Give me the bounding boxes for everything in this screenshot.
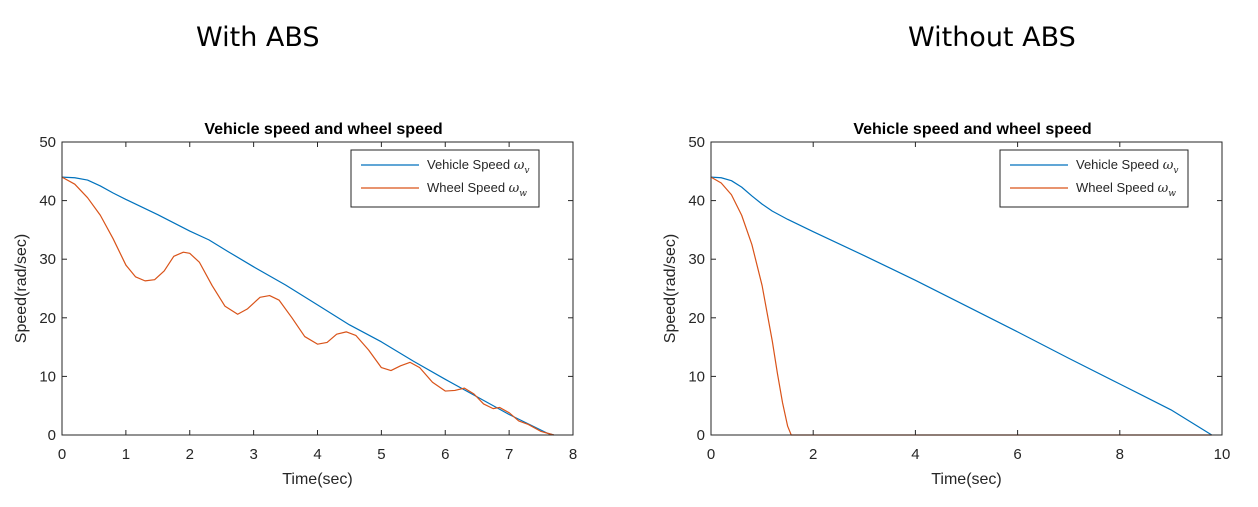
right-legend: Vehicle Speed ωv Wheel Speed ωw [999, 149, 1189, 208]
left-xtick-label: 5 [377, 446, 385, 463]
right-ytick-label: 40 [688, 193, 705, 210]
right-legend-vehicle-speed-label: Vehicle Speed ωv [1076, 157, 1178, 176]
left-xtick-label: 2 [186, 446, 194, 463]
right-legend-box [999, 149, 1189, 208]
left-xtick-label: 0 [58, 446, 66, 463]
right-x-axis-label: Time(sec) [931, 471, 1002, 488]
right-xtick-label: 4 [911, 446, 919, 463]
left-ytick-label: 40 [39, 193, 56, 210]
right-ytick-label: 30 [688, 251, 705, 268]
left-ytick-label: 30 [39, 251, 56, 268]
left-ytick-label: 20 [39, 310, 56, 327]
left-chart-title: Vehicle speed and wheel speed [204, 121, 442, 138]
right-axes-box [710, 141, 1223, 436]
right-ytick-label: 20 [688, 310, 705, 327]
left-series-wheel-speed-line [61, 176, 554, 436]
left-xtick-label: 6 [441, 446, 449, 463]
left-ytick-label: 0 [48, 427, 56, 444]
left-x-axis-label: Time(sec) [282, 471, 353, 488]
left-y-axis-label: Speed(rad/sec) [13, 234, 30, 343]
right-xtick-label: 0 [707, 446, 715, 463]
left-xtick-label: 4 [313, 446, 321, 463]
right-chart: 0 2 4 6 8 10 0 10 20 30 40 50 Vehicle speed and whee… [662, 121, 1230, 488]
right-chart-title: Vehicle speed and wheel speed [853, 121, 1091, 138]
left-legend-wheel-speed-label: Wheel Speed ωw [427, 180, 527, 199]
left-legend-vehicle-speed-label: Vehicle Speed ωv [427, 157, 529, 176]
right-legend-wheel-speed-label: Wheel Speed ωw [1076, 180, 1176, 199]
left-ytick-label: 10 [39, 368, 56, 385]
without-abs-heading: Without ABS [908, 22, 1076, 53]
right-y-axis-label: Speed(rad/sec) [662, 234, 679, 343]
with-abs-heading: With ABS [196, 22, 320, 53]
left-xtick-label: 7 [505, 446, 513, 463]
left-legend: Vehicle Speed ωv Wheel Speed ωw [350, 149, 540, 208]
right-ytick-label: 50 [688, 134, 705, 151]
left-xtick-label: 3 [249, 446, 257, 463]
right-xtick-label: 2 [809, 446, 817, 463]
left-legend-box [350, 149, 540, 208]
left-chart: 0 1 2 3 4 5 6 7 8 0 10 20 30 40 50 Vehicle speed and wh… [13, 121, 577, 488]
right-xtick-label: 10 [1214, 446, 1231, 463]
right-xtick-label: 6 [1013, 446, 1021, 463]
left-xtick-label: 1 [122, 446, 130, 463]
left-series-vehicle-speed-line [61, 176, 554, 436]
left-xtick-label: 8 [569, 446, 577, 463]
left-ytick-label: 50 [39, 134, 56, 151]
right-series-vehicle-speed-line [710, 176, 1213, 436]
right-xtick-label: 8 [1116, 446, 1124, 463]
right-ytick-label: 0 [697, 427, 705, 444]
right-ytick-label: 10 [688, 368, 705, 385]
